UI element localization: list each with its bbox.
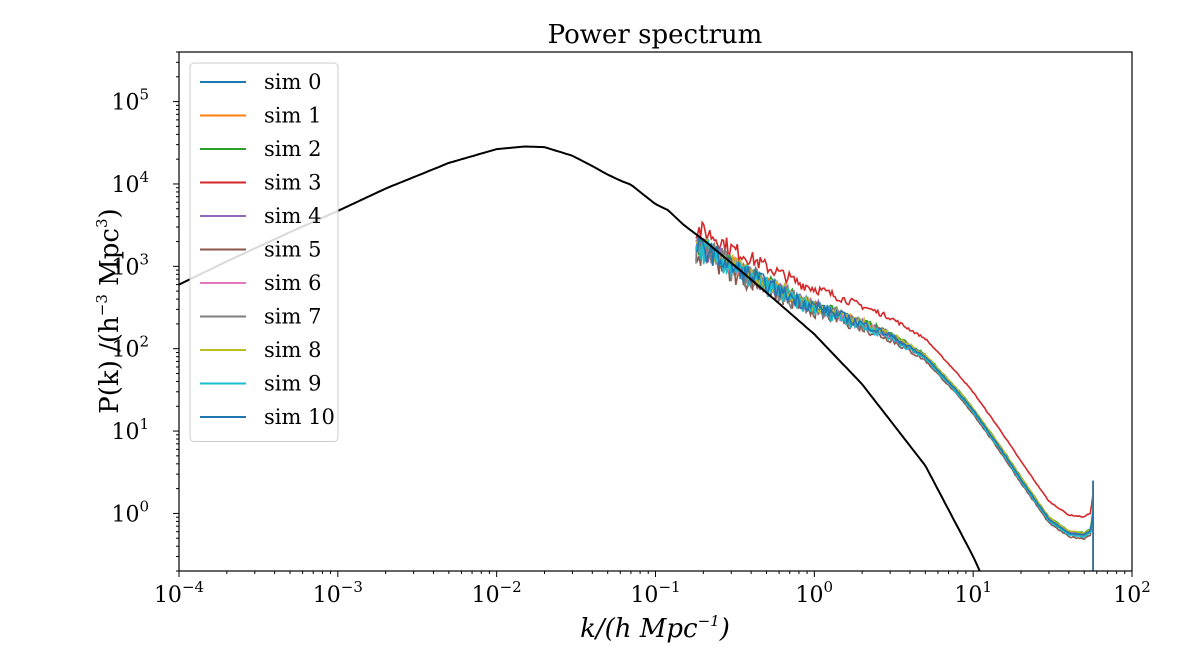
x-tick-label: 10−1: [630, 578, 680, 608]
legend-entry-label: sim 5: [264, 238, 321, 262]
x-tick-label: 10−4: [154, 578, 204, 608]
y-axis-label: P(k) /(h−3 Mpc3): [93, 208, 125, 413]
y-axis: 100 101 102 103 104 105: [111, 51, 179, 572]
legend-entry-label: sim 6: [264, 271, 321, 295]
x-tick-label: 10−3: [313, 578, 363, 608]
legend-entry-label: sim 2: [264, 137, 321, 161]
chart-title: Power spectrum: [548, 20, 763, 50]
y-tick-label: 104: [111, 168, 149, 198]
x-axis-label: k/(h Mpc−1): [580, 612, 730, 644]
series-line-10: [695, 235, 1094, 571]
legend-entry-label: sim 0: [264, 70, 321, 94]
legend-entry-label: sim 7: [264, 305, 321, 329]
series-line-4: [695, 236, 1094, 571]
y-tick-label: 103: [111, 250, 149, 280]
y-tick-label: 101: [111, 415, 149, 445]
series-line-6: [695, 240, 1094, 571]
y-tick-label: 102: [111, 333, 149, 363]
series-line-9: [695, 238, 1094, 571]
series-line-1: [695, 239, 1094, 571]
series-line-0: [695, 236, 1094, 571]
x-tick-label: 101: [954, 578, 992, 608]
legend-entry-label: sim 4: [264, 204, 321, 228]
legend-entry-label: sim 3: [264, 171, 321, 195]
legend-entry-label: sim 8: [264, 338, 321, 362]
series-line-7: [695, 235, 1094, 571]
series-line-5: [695, 237, 1094, 571]
legend-frame: [189, 62, 339, 442]
series-line-3: [695, 220, 1094, 571]
legend-entry-label: sim 10: [264, 405, 335, 429]
legend-entry-label: sim 9: [264, 372, 321, 396]
series-line-8: [695, 238, 1094, 571]
y-tick-label: 100: [111, 497, 149, 527]
series-line-2: [695, 238, 1094, 571]
x-tick-label: 10−2: [472, 578, 522, 608]
x-tick-label: 102: [1113, 578, 1151, 608]
legend-entry-label: sim 1: [264, 104, 321, 128]
x-axis: 10−4 10−3 10−2 10−1 100 101 102: [154, 571, 1151, 608]
legend: sim 0 sim 1 sim 2 sim 3 sim 4 sim 5 sim 6 sim 7…: [189, 62, 339, 442]
y-tick-label: 105: [111, 86, 149, 116]
x-tick-label: 100: [796, 578, 834, 608]
